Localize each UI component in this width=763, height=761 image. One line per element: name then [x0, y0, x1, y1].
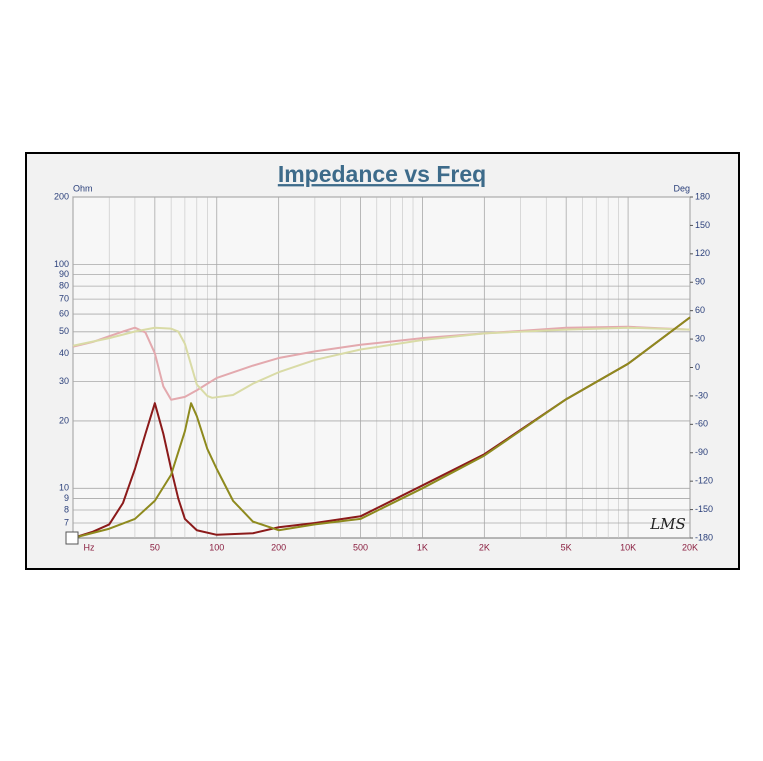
y-tick-label: 80: [59, 280, 69, 290]
y-tick-label: 200: [54, 191, 69, 201]
series-line: [72, 316, 691, 539]
y-axis-label: Ohm: [73, 183, 93, 193]
y-tick-label: 70: [59, 293, 69, 303]
y2-tick-label: -90: [695, 447, 708, 457]
y-tick-label: 7: [64, 517, 69, 527]
y-tick-label: 100: [54, 259, 69, 269]
y2-tick-label: -150: [695, 504, 713, 514]
x-tick-label: 200: [271, 542, 286, 552]
y2-tick-label: 90: [695, 277, 705, 287]
y-tick-label: 90: [59, 269, 69, 279]
corner-icon: [65, 531, 79, 545]
y-tick-label: 10: [59, 483, 69, 493]
x-tick-label: 50: [150, 542, 160, 552]
y2-tick-label: 180: [695, 191, 710, 201]
y2-tick-label: 0: [695, 362, 700, 372]
y2-tick-label: 150: [695, 220, 710, 230]
y2-tick-label: -30: [695, 390, 708, 400]
x-tick-label: 5K: [561, 542, 572, 552]
y2-tick-label: -120: [695, 476, 713, 486]
y2-tick-label: 120: [695, 248, 710, 258]
y-tick-label: 50: [59, 326, 69, 336]
x-tick-label: 20K: [682, 542, 698, 552]
x-tick-label: 10K: [620, 542, 636, 552]
x-tick-label: 2K: [479, 542, 490, 552]
series-line: [72, 326, 691, 399]
x-tick-label: 100: [209, 542, 224, 552]
y-tick-label: 9: [64, 493, 69, 503]
y2-tick-label: -180: [695, 532, 713, 542]
x-tick-label: 1K: [417, 542, 428, 552]
y2-tick-label: -60: [695, 419, 708, 429]
y-tick-label: 60: [59, 308, 69, 318]
plot-area: [72, 196, 691, 539]
y-tick-label: 30: [59, 376, 69, 386]
x-tick-label: 500: [353, 542, 368, 552]
y2-tick-label: 60: [695, 305, 705, 315]
y2-tick-label: 30: [695, 333, 705, 343]
y-tick-label: 8: [64, 504, 69, 514]
series-line: [72, 316, 691, 539]
y-tick-label: 40: [59, 348, 69, 358]
y-tick-label: 20: [59, 415, 69, 425]
x-tick-label: Hz: [84, 542, 95, 552]
chart-title: Impedance vs Freq: [278, 161, 486, 187]
y2-axis-label: Deg: [673, 183, 690, 193]
watermark: LMS: [649, 515, 686, 533]
